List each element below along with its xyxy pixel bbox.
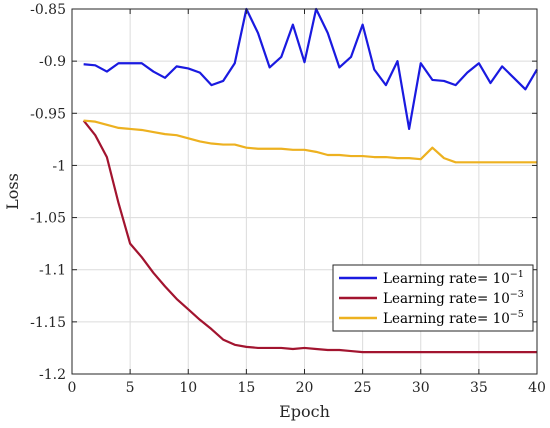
legend: Learning rate= 10−1 Learning rate= 10−3 Le…: [332, 264, 534, 332]
y-axis-title: Loss: [3, 173, 22, 210]
series-line: [83, 7, 538, 131]
x-tick-label: 20: [296, 380, 314, 396]
x-tick-label: 15: [237, 380, 255, 396]
x-tick-label: 40: [528, 380, 546, 396]
y-tick-label: -1: [52, 158, 66, 174]
legend-label: Learning rate= 10−1: [383, 269, 524, 287]
series-line: [83, 119, 537, 164]
x-tick-label: 5: [126, 380, 135, 396]
x-tick-label: 30: [412, 380, 430, 396]
series-lines: [82, 7, 538, 354]
x-tick-label: 10: [179, 380, 197, 396]
y-tick-label: -0.9: [39, 54, 66, 70]
x-tick-label: 0: [68, 380, 77, 396]
x-axis-title: Epoch: [279, 402, 330, 421]
y-tick-label: -1.15: [30, 315, 66, 331]
y-tick-label: -0.95: [30, 106, 66, 122]
y-tick-label: -0.85: [30, 2, 66, 18]
y-tick-label: -1.1: [39, 263, 66, 279]
series-line: [82, 119, 537, 354]
x-tick-label: 35: [470, 380, 488, 396]
x-tick-label: 25: [354, 380, 372, 396]
legend-label: Learning rate= 10−3: [383, 289, 524, 307]
axis-ticks: 0 5 10 15 20 25 30 35 40 -0.85 -0.9 -0.95 -1 -1.05 -1.…: [30, 2, 546, 396]
y-tick-label: -1.05: [30, 211, 66, 227]
legend-label: Learning rate= 10−5: [383, 309, 524, 327]
y-tick-label: -1.2: [39, 367, 66, 383]
